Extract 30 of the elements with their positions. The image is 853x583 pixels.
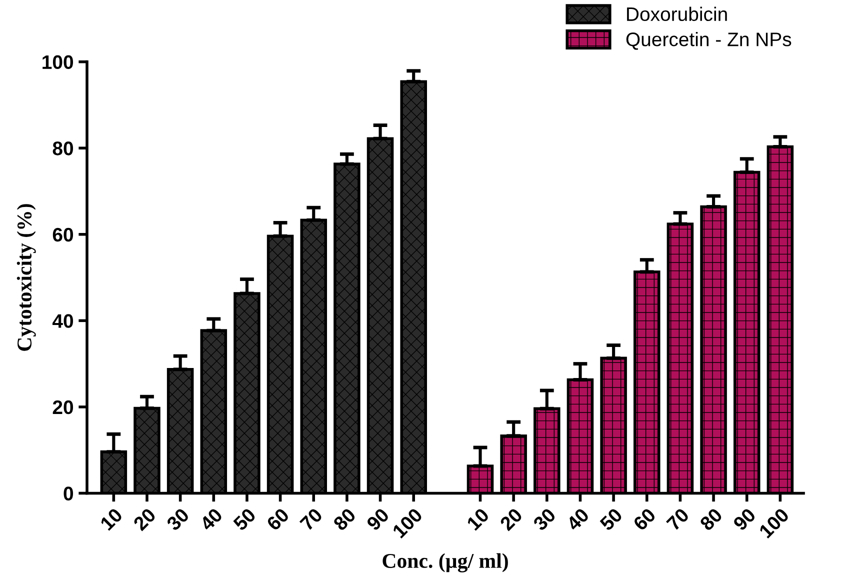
x-tick-label: 50 — [232, 507, 257, 532]
x-tick-label: 20 — [132, 507, 157, 532]
y-tick-label: 40 — [52, 314, 74, 328]
y-tick-label: 80 — [52, 142, 74, 156]
x-tick-label: 30 — [166, 507, 190, 532]
x-tick-label: 70 — [299, 507, 324, 532]
y-axis-title: Cytotoxicity (%) — [16, 204, 36, 351]
x-tick-label: 40 — [198, 507, 224, 532]
x-tick-label: 100 — [392, 507, 424, 539]
x-tick-label: 10 — [100, 507, 124, 531]
y-tick-label: 0 — [64, 486, 74, 500]
y-tick-label: 20 — [52, 400, 74, 414]
y-tick-label: 60 — [52, 228, 74, 242]
x-tick-label: 30 — [532, 507, 556, 532]
x-axis-title: Conc. (µg/ ml) — [382, 553, 508, 572]
legend-label: Doxorubicin — [627, 6, 727, 22]
x-tick-label: 20 — [499, 507, 524, 532]
x-tick-label: 80 — [332, 507, 356, 532]
x-tick-label: 60 — [632, 507, 656, 532]
x-tick-label: 80 — [699, 507, 724, 532]
x-tick-label: 70 — [666, 507, 690, 532]
x-tick-label: 50 — [599, 507, 624, 532]
legend-label: Quercetin - Zn NPs — [626, 32, 792, 50]
x-tick-label: 60 — [266, 507, 290, 532]
x-tick-label: 90 — [732, 507, 756, 532]
x-tick-label: 40 — [566, 507, 590, 532]
x-tick-label: 90 — [366, 507, 390, 532]
x-tick-label: 10 — [466, 507, 490, 531]
y-tick-label: 100 — [42, 55, 74, 70]
x-tick-label: 100 — [758, 507, 790, 539]
